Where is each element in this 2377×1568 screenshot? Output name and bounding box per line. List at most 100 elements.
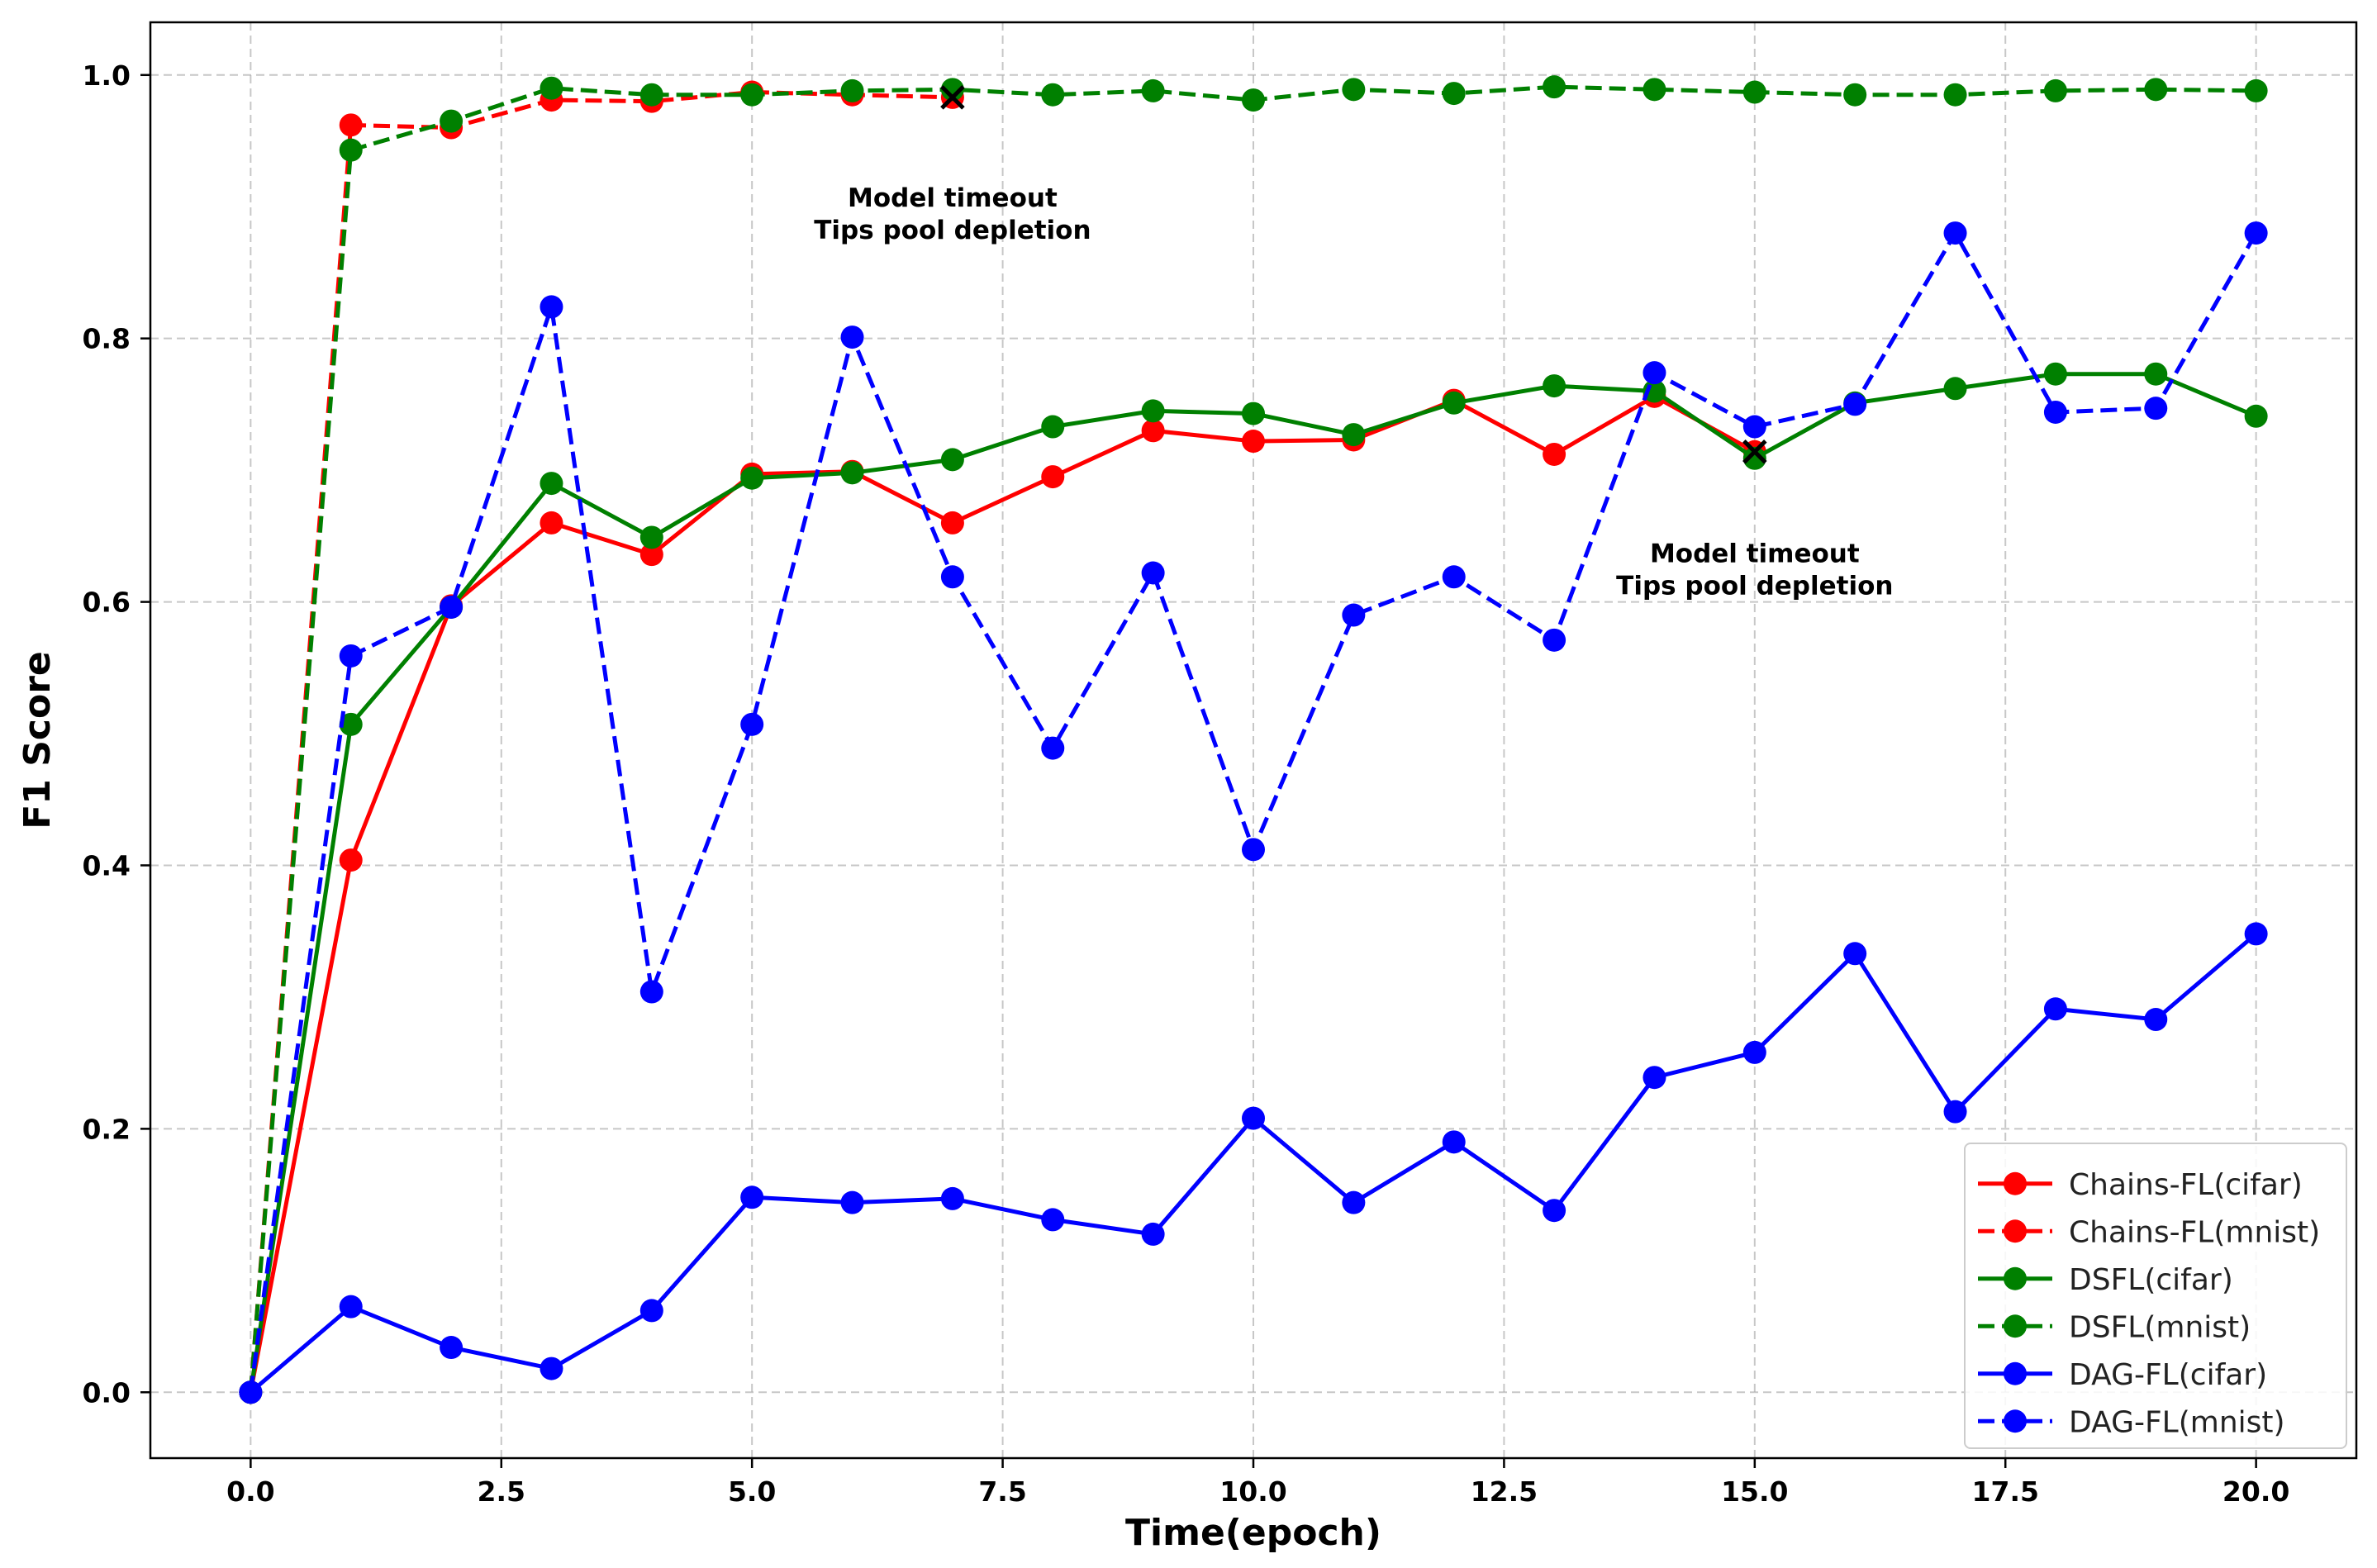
legend-label: Chains-FL(mnist) xyxy=(2069,1215,2320,1249)
y-axis-label: F1 Score xyxy=(17,651,59,829)
data-point xyxy=(1643,78,1666,102)
data-point xyxy=(1643,361,1666,385)
legend-marker xyxy=(2004,1409,2027,1433)
data-point xyxy=(1242,838,1265,862)
y-tick-label: 0.6 xyxy=(83,587,131,619)
data-point xyxy=(1543,75,1566,99)
data-point xyxy=(840,325,864,349)
data-point xyxy=(940,511,964,535)
data-point xyxy=(1141,1222,1165,1246)
annotation-line: Tips pool depletion xyxy=(1616,572,1893,601)
data-point xyxy=(1442,82,1466,106)
axis-ticks: 0.0 2.5 5.0 7.5 10.0 12.5 15.0 17.5 20.0 0.0 0.2 0.… xyxy=(83,59,2290,1508)
data-point xyxy=(1442,391,1466,415)
legend-entry: DAG-FL(cifar) xyxy=(1978,1358,2267,1392)
x-marker-stroke xyxy=(940,85,965,110)
data-point xyxy=(1543,374,1566,398)
data-point xyxy=(2144,78,2168,102)
x-tick-label: 2.5 xyxy=(478,1475,525,1508)
data-point xyxy=(440,109,464,133)
data-point xyxy=(2244,221,2268,245)
data-point xyxy=(1342,603,1366,627)
y-tick-label: 0.0 xyxy=(83,1376,131,1409)
data-point xyxy=(1742,80,1766,104)
data-point xyxy=(940,448,964,472)
data-point xyxy=(540,472,563,496)
x-tick-label: 17.5 xyxy=(1972,1475,2039,1508)
data-point xyxy=(339,138,363,162)
data-point xyxy=(1643,1066,1666,1090)
data-point xyxy=(440,595,464,619)
data-point xyxy=(840,1190,864,1214)
x-tick-label: 7.5 xyxy=(978,1475,1026,1508)
data-point xyxy=(2144,362,2168,386)
legend-label: Chains-FL(cifar) xyxy=(2069,1168,2303,1202)
legend-label: DAG-FL(cifar) xyxy=(2069,1358,2267,1392)
data-point xyxy=(1242,1106,1265,1130)
legend: Chains-FL(cifar) Chains-FL(mnist) DSFL(cif… xyxy=(1964,1143,2347,1449)
data-point xyxy=(2043,362,2067,386)
data-point xyxy=(2043,400,2067,424)
x-axis-label: Time(epoch) xyxy=(1125,1512,1381,1554)
data-point xyxy=(1943,377,1967,401)
legend-label: DAG-FL(mnist) xyxy=(2069,1405,2285,1439)
data-point xyxy=(1242,430,1265,454)
data-point xyxy=(1543,442,1566,466)
x-tick-label: 0.0 xyxy=(226,1475,274,1508)
data-point xyxy=(1242,402,1265,425)
x-marker-chains-mnist-end xyxy=(940,85,965,110)
legend-entry: Chains-FL(cifar) xyxy=(1978,1168,2303,1202)
data-point xyxy=(940,565,964,589)
data-point xyxy=(1242,88,1265,112)
legend-marker xyxy=(2004,1266,2027,1290)
data-point xyxy=(440,1336,464,1360)
series-group xyxy=(239,75,2268,1404)
annotation-line: Model timeout xyxy=(1650,539,1860,569)
data-point xyxy=(2144,1008,2168,1032)
x-tick-label: 15.0 xyxy=(1721,1475,1788,1508)
legend-label: DSFL(cifar) xyxy=(2069,1263,2233,1297)
data-point xyxy=(740,712,764,736)
data-point xyxy=(540,76,563,100)
data-point xyxy=(1141,561,1165,585)
legend-entry: DSFL(mnist) xyxy=(1978,1310,2251,1344)
annotation-text: Model timeout Tips pool depletion xyxy=(814,183,1091,245)
data-point xyxy=(1342,423,1366,447)
data-point xyxy=(740,1186,764,1209)
x-marker-stroke xyxy=(1742,440,1767,464)
legend-marker xyxy=(2004,1361,2027,1385)
legend-marker xyxy=(2004,1171,2027,1195)
data-point xyxy=(339,848,363,872)
data-point xyxy=(1342,78,1366,102)
data-point xyxy=(2144,397,2168,421)
y-tick-label: 0.2 xyxy=(83,1113,131,1145)
data-point xyxy=(639,83,663,107)
data-point xyxy=(2043,78,2067,102)
data-point xyxy=(1442,565,1466,589)
series-line xyxy=(248,90,953,1393)
data-point xyxy=(1943,1100,1967,1124)
x-tick-label: 20.0 xyxy=(2222,1475,2289,1508)
data-point xyxy=(1543,628,1566,652)
data-point xyxy=(1742,1040,1766,1064)
data-point xyxy=(1543,1199,1566,1223)
x-tick-label: 5.0 xyxy=(728,1475,776,1508)
data-point xyxy=(1742,446,1766,470)
data-point xyxy=(1041,83,1065,107)
data-point xyxy=(840,461,864,485)
data-point xyxy=(1943,83,1967,107)
annotation-line: Tips pool depletion xyxy=(814,216,1091,245)
data-point xyxy=(1041,736,1065,760)
data-point xyxy=(339,712,363,736)
y-tick-label: 0.4 xyxy=(83,849,131,881)
data-point xyxy=(2244,78,2268,102)
data-point xyxy=(339,1295,363,1319)
data-point xyxy=(2244,404,2268,428)
data-point xyxy=(339,644,363,668)
data-point xyxy=(639,543,663,567)
x-marker-chains-cifar-end xyxy=(1742,440,1767,464)
data-point xyxy=(540,1357,563,1380)
data-point xyxy=(1041,1208,1065,1232)
y-tick-label: 0.8 xyxy=(83,323,131,355)
